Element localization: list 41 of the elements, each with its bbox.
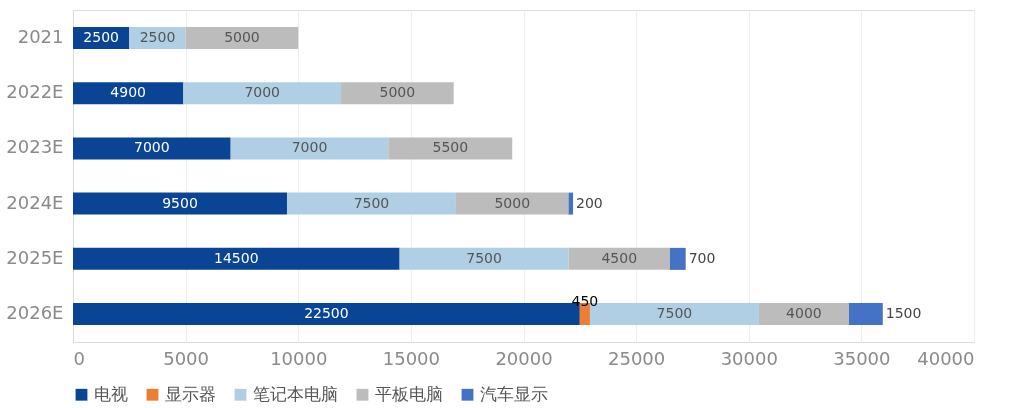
- x-tick-label: 5000: [163, 347, 210, 369]
- data-label: 7000: [291, 139, 328, 156]
- data-label: 4000: [786, 305, 822, 322]
- data-label: 22500: [304, 305, 349, 322]
- legend-label: 显示器: [165, 383, 216, 404]
- x-tick-label: 10000: [270, 347, 328, 369]
- y-tick-label: 2022E: [6, 81, 64, 103]
- data-label: 200: [576, 194, 603, 211]
- y-tick-label: 2025E: [6, 246, 64, 268]
- data-label: 5000: [379, 84, 416, 101]
- data-label: 7000: [244, 84, 281, 101]
- y-tick-label: 2024E: [6, 191, 64, 213]
- x-tick-label: 25000: [607, 347, 666, 369]
- legend-label: 汽车显示: [480, 383, 548, 404]
- data-label: 14500: [214, 249, 259, 266]
- legend-label: 平板电脑: [375, 383, 443, 404]
- x-tick-label: 15000: [382, 347, 441, 369]
- data-label: 5000: [224, 28, 260, 45]
- data-label: 1500: [885, 305, 922, 322]
- data-label: 7500: [466, 249, 502, 266]
- x-tick-label: 40000: [917, 347, 975, 369]
- y-tick-label: 2026E: [6, 302, 64, 324]
- legend-label: 电视: [94, 383, 128, 404]
- x-tick-label: 30000: [720, 347, 778, 369]
- y-tick-label: 2021: [17, 25, 64, 47]
- x-tick-label: 20000: [495, 347, 553, 369]
- data-label: 7000: [134, 139, 170, 156]
- x-tick-label: 35000: [833, 347, 891, 369]
- data-label: 4500: [601, 249, 638, 266]
- data-label: 5500: [432, 139, 469, 156]
- data-label: 700: [688, 249, 716, 266]
- x-tick-label: 0: [73, 347, 85, 369]
- data-label: 7500: [353, 194, 390, 211]
- legend-label: 笔记本电脑: [253, 383, 338, 404]
- data-label: 2500: [139, 28, 176, 45]
- data-label: 5000: [494, 194, 531, 211]
- data-label: 4900: [110, 84, 147, 101]
- data-label: 7500: [656, 305, 693, 322]
- y-tick-label: 2023E: [6, 136, 64, 158]
- data-label: 2500: [83, 28, 119, 45]
- data-label: 9500: [162, 194, 198, 211]
